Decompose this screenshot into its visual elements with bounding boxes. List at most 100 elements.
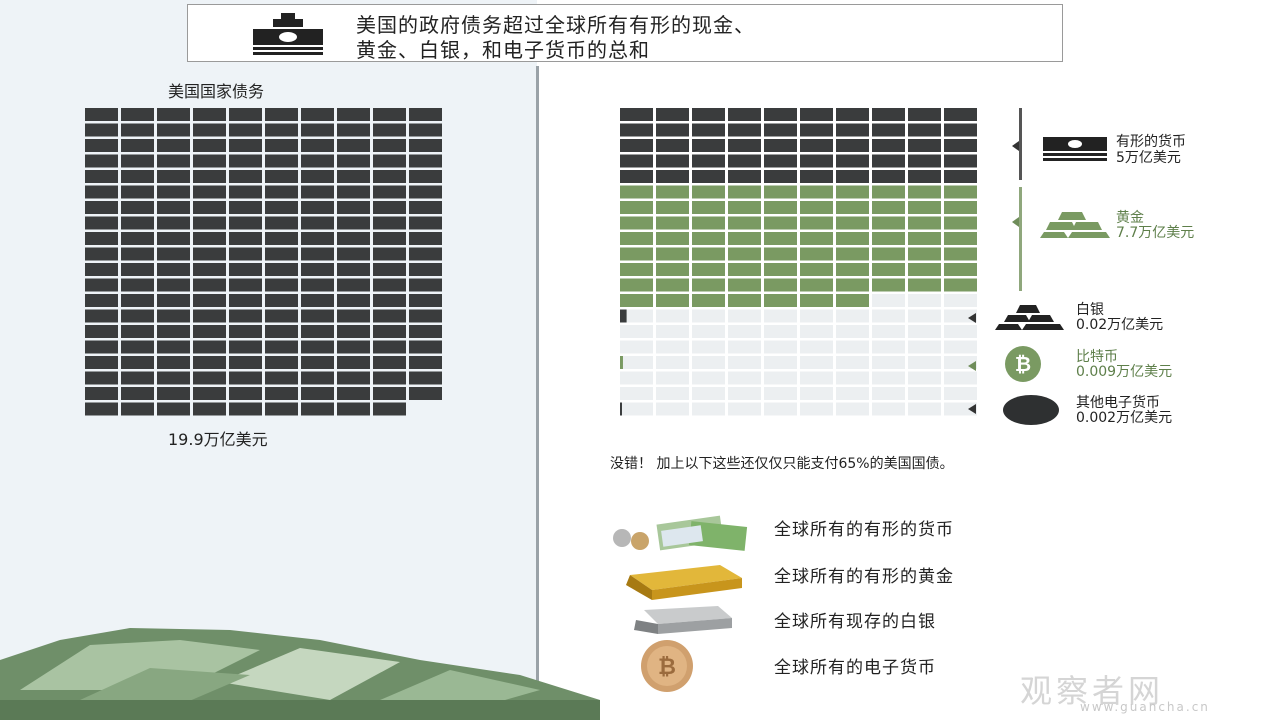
gold-cell [692, 247, 725, 261]
empty-cell [800, 356, 833, 369]
gold-cell [764, 201, 797, 214]
empty-cell [728, 325, 761, 338]
debt-cell [265, 263, 298, 276]
gold-cell [800, 185, 833, 199]
debt-cell [409, 309, 442, 323]
empty-cell [728, 371, 761, 385]
debt-cell [121, 185, 154, 199]
gold-cell [800, 232, 833, 245]
currency-cell [800, 108, 833, 121]
debt-cell [85, 232, 118, 245]
empty-cell [836, 325, 869, 338]
empty-cell [800, 402, 833, 416]
empty-cell [692, 371, 725, 385]
empty-cell [656, 371, 689, 385]
debt-cell [409, 123, 442, 137]
empty-cell [872, 325, 905, 338]
debt-cell [409, 201, 442, 214]
debt-cell [193, 325, 226, 338]
empty-cell [728, 387, 761, 400]
empty-cell [764, 402, 797, 416]
panel-divider [536, 66, 539, 706]
debt-cell [265, 216, 298, 230]
debt-cell [229, 185, 262, 199]
debt-cell [265, 170, 298, 183]
gold-cell [908, 247, 941, 261]
debt-cell [85, 170, 118, 183]
gold-cell [728, 201, 761, 214]
debt-cell [373, 371, 406, 385]
debt-cell [409, 185, 442, 199]
currency-cell [728, 123, 761, 137]
empty-cell [908, 340, 941, 354]
gold-cell [656, 263, 689, 276]
bitcoin-cell [620, 356, 623, 369]
gold-cell [764, 247, 797, 261]
debt-cell [373, 356, 406, 369]
empty-cell [872, 309, 905, 323]
debt-cell [121, 139, 154, 152]
debt-cell [409, 247, 442, 261]
debt-cell [301, 139, 334, 152]
debt-cell [373, 340, 406, 354]
currency-cell [944, 170, 977, 183]
debt-cell [265, 123, 298, 137]
debt-cell [157, 108, 190, 121]
debt-cell [265, 108, 298, 121]
gold-cell [728, 263, 761, 276]
gold-cell [800, 201, 833, 214]
gold-cell [692, 201, 725, 214]
debt-cell [229, 309, 262, 323]
debt-cell [229, 108, 262, 121]
currency-cell [872, 123, 905, 137]
currency-cell [620, 123, 653, 137]
empty-cell [872, 340, 905, 354]
currency-cell [836, 123, 869, 137]
debt-cell [265, 325, 298, 338]
debt-cell [409, 232, 442, 245]
debt-cell [301, 108, 334, 121]
debt-cell [121, 294, 154, 307]
debt-cell [337, 309, 370, 323]
money-stack-icon [253, 13, 323, 55]
pointer-currency [1012, 141, 1019, 151]
currency-cell [764, 139, 797, 152]
empty-cell [800, 340, 833, 354]
empty-cell [944, 325, 977, 338]
gold-cell [836, 278, 869, 292]
debt-cell [337, 247, 370, 261]
gold-cell [620, 294, 653, 307]
debt-cell [121, 402, 154, 416]
legend-name-currency: 有形的货币 [1116, 134, 1186, 150]
debt-cell [85, 387, 118, 400]
debt-cell [229, 154, 262, 168]
debt-cell [301, 371, 334, 385]
gold-cell [620, 263, 653, 276]
debt-chart-title: 美国国家债务 [168, 82, 265, 101]
currency-cell [836, 154, 869, 168]
debt-cell [229, 387, 262, 400]
debt-cell [157, 216, 190, 230]
debt-cell [265, 340, 298, 354]
debt-cell [121, 263, 154, 276]
gold-cell [872, 185, 905, 199]
debt-cell [193, 340, 226, 354]
debt-cell [301, 201, 334, 214]
debt-cell [229, 170, 262, 183]
debt-cell [337, 325, 370, 338]
empty-cell [692, 325, 725, 338]
debt-cell [409, 294, 442, 307]
debt-cell [121, 387, 154, 400]
gold-cell [656, 232, 689, 245]
debt-cell [121, 371, 154, 385]
debt-cell [193, 278, 226, 292]
empty-cell [908, 402, 941, 416]
debt-cell [229, 402, 262, 416]
currency-cell [872, 170, 905, 183]
debt-cell [265, 309, 298, 323]
empty-cell [800, 309, 833, 323]
empty-cell [836, 356, 869, 369]
debt-cell [121, 170, 154, 183]
debt-cell [409, 263, 442, 276]
